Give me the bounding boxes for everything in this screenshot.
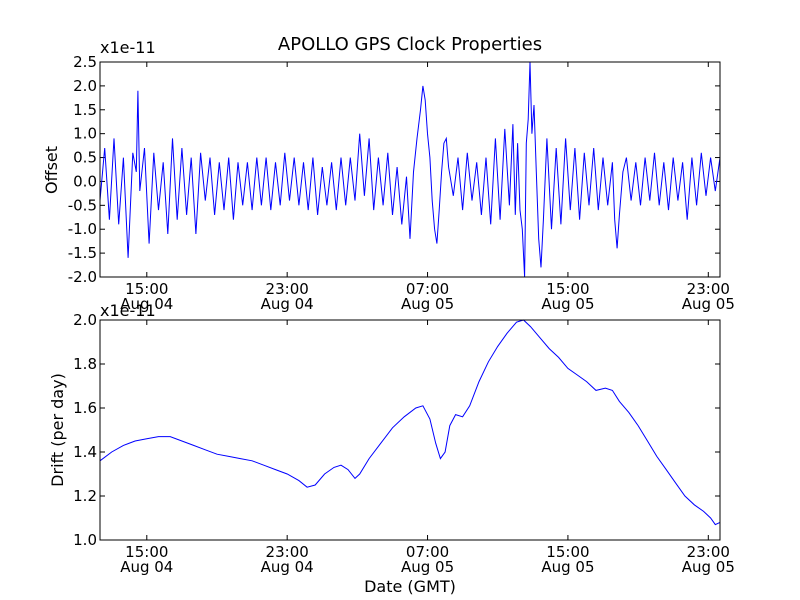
drift-ytick-label: 1.2 [73, 487, 97, 505]
drift-panel-frame [99, 319, 721, 541]
drift-ytick-label: 2.0 [73, 311, 97, 329]
offset-ytick-label: 2.0 [73, 77, 97, 95]
drift-xtick-time: 23:00 [266, 543, 309, 561]
drift-panel-ylabel: Drift (per day) [48, 373, 67, 487]
drift-xtick-date: Aug 04 [120, 558, 173, 576]
offset-panel-exponent: x1e-11 [100, 38, 156, 57]
drift-series-line [99, 319, 721, 526]
drift-xtick-time: 15:00 [546, 543, 589, 561]
drift-panel-exponent: x1e-11 [100, 301, 156, 320]
offset-ytick-label: -1.5 [68, 244, 97, 262]
drift-xtick-date: Aug 05 [682, 558, 735, 576]
offset-xtick-time: 07:00 [406, 280, 449, 298]
offset-xtick-time: 23:00 [266, 280, 309, 298]
offset-panel-series [99, 61, 721, 278]
offset-panel-yticks: -2.0 -1.5 -1.0 -0.5 0.0 0.5 1.0 1.5 2.0 2.5 [68, 53, 720, 286]
offset-ytick-label: 1.0 [73, 125, 97, 143]
drift-xtick-time: 23:00 [687, 543, 730, 561]
drift-panel-series [99, 319, 721, 526]
offset-ytick-label: -2.0 [68, 268, 97, 286]
offset-xtick-time: 23:00 [687, 280, 730, 298]
drift-xtick-date: Aug 05 [541, 558, 594, 576]
offset-panel-frame [99, 61, 721, 278]
offset-xtick-date: Aug 04 [120, 295, 173, 313]
drift-xtick-date: Aug 04 [261, 558, 314, 576]
offset-ytick-label: 2.5 [73, 53, 97, 71]
chart-title: APOLLO GPS Clock Properties [278, 34, 542, 55]
offset-ytick-label: 1.5 [73, 101, 97, 119]
drift-xtick-time: 07:00 [406, 543, 449, 561]
offset-ytick-label: -1.0 [68, 220, 97, 238]
offset-panel: x1e-11 Offset -2.0 -1.5 -1.0 -0.5 0.0 0.5 1.0 1… [42, 38, 735, 313]
drift-panel: x1e-11 Drift (per day) 1.0 1.2 1.4 1.6 1.8 2.… [48, 301, 735, 596]
drift-xtick-time: 15:00 [125, 543, 168, 561]
offset-xtick-date: Aug 05 [682, 295, 735, 313]
drift-ytick-label: 1.4 [73, 443, 97, 461]
offset-ytick-label: -0.5 [68, 196, 97, 214]
offset-xtick-date: Aug 05 [401, 295, 454, 313]
drift-xtick-date: Aug 05 [401, 558, 454, 576]
drift-ytick-label: 1.0 [73, 531, 97, 549]
drift-panel-xlabel: Date (GMT) [364, 577, 456, 596]
offset-xtick-time: 15:00 [546, 280, 589, 298]
offset-series-line [99, 61, 721, 278]
offset-panel-ylabel: Offset [42, 146, 61, 194]
drift-panel-yticks: 1.0 1.2 1.4 1.6 1.8 2.0 [73, 311, 720, 549]
offset-xtick-time: 15:00 [125, 280, 168, 298]
drift-ytick-label: 1.8 [73, 355, 97, 373]
drift-ytick-label: 1.6 [73, 399, 97, 417]
offset-xtick-date: Aug 05 [541, 295, 594, 313]
offset-ytick-label: 0.5 [73, 149, 97, 167]
offset-ytick-label: 0.0 [73, 172, 97, 190]
offset-xtick-date: Aug 04 [261, 295, 314, 313]
